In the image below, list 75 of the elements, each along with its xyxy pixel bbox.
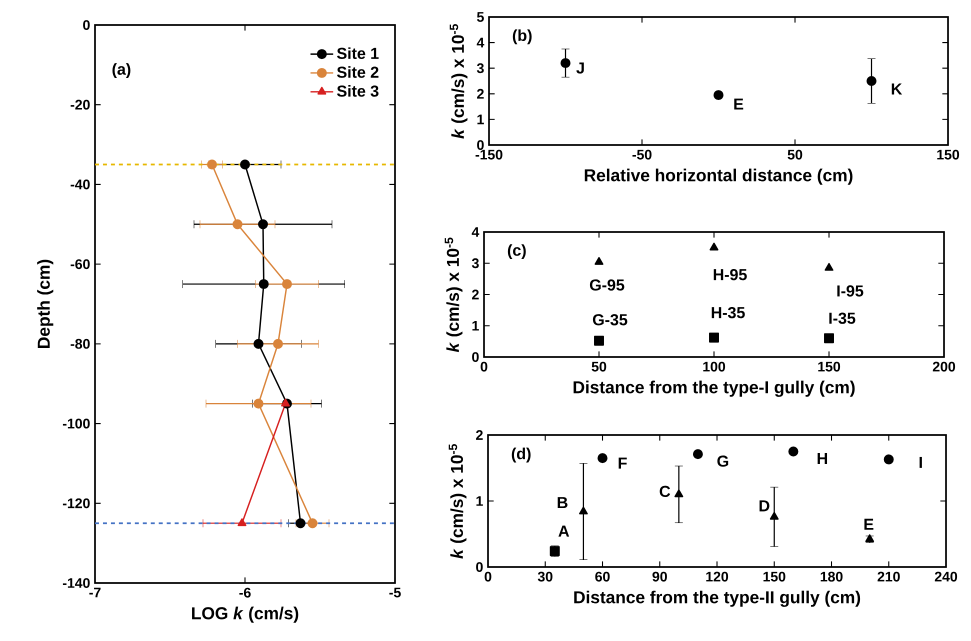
y-tick-label: 2 [476, 430, 483, 440]
legend-label: Site 3 [337, 85, 379, 97]
annotation: (d) [512, 448, 531, 462]
y-tick-label: 0 [472, 352, 479, 362]
y-tick-label: -60 [70, 259, 90, 270]
x-tick-label: 120 [706, 572, 728, 582]
x-tick-label: -50 [632, 150, 652, 160]
annotation: (c) [508, 244, 526, 260]
y-tick-label: -140 [62, 578, 90, 588]
annotation: A [558, 526, 570, 537]
x-tick-label: 90 [652, 572, 667, 582]
annotation: E [734, 98, 744, 110]
y-tick-label: -40 [70, 179, 90, 190]
y-tick-label: 5 [476, 12, 484, 22]
x-tick-label: -150 [476, 150, 502, 160]
x-tick-label: 200 [932, 362, 956, 372]
annotation: K [892, 84, 902, 94]
y-tick-label: -120 [62, 498, 90, 508]
annotation: G [717, 456, 728, 467]
legend-label: Site 2 [337, 66, 378, 78]
x-axis-title: LOG k (cm/s) [192, 606, 298, 623]
y-tick-label: 3 [472, 258, 479, 268]
y-tick-label: 1 [472, 320, 479, 331]
x-tick-label: 150 [764, 572, 786, 582]
y-tick-label: -20 [70, 100, 90, 110]
y-tick-label: -100 [62, 418, 90, 429]
y-axis-title: k (cm/s) x 10$^{-5}$ [444, 238, 462, 352]
annotation: I-95 [837, 285, 864, 297]
annotation: B [558, 497, 568, 508]
y-tick-label: 0 [476, 562, 483, 572]
annotation: H-35 [712, 306, 745, 318]
x-tick-label: 180 [820, 572, 843, 582]
x-tick-label: 0 [484, 572, 492, 582]
annotation: E [864, 518, 874, 530]
annotation: I [920, 456, 922, 468]
y-tick-label: 2 [477, 88, 484, 99]
annotation: F [618, 458, 627, 469]
y-tick-label: 2 [472, 290, 479, 300]
x-axis-title: Distance from the type-I gully (cm) [574, 380, 855, 397]
annotation: J [576, 62, 584, 74]
y-tick-label: 4 [472, 227, 480, 237]
x-tick-label: 60 [595, 572, 610, 582]
x-tick-label: -7 [89, 588, 101, 598]
x-axis-title: Distance from the type-II gully (cm) [574, 590, 860, 607]
x-axis-title: Relative horizontal distance (cm) [584, 168, 852, 185]
annotation: C [660, 486, 670, 498]
annotation: G-95 [590, 279, 624, 291]
y-tick-label: 1 [476, 496, 483, 506]
legend-label: Site 1 [337, 47, 379, 60]
y-tick-label: -80 [70, 338, 90, 349]
x-tick-label: -6 [239, 588, 251, 598]
y-tick-label: 3 [476, 63, 484, 74]
annotation: H-95 [714, 268, 747, 280]
y-tick-label: 4 [476, 38, 484, 48]
y-axis-title: k (cm/s) x 10$^{-5}$ [450, 24, 468, 139]
x-tick-label: 240 [934, 572, 958, 582]
y-axis-title: Depth (cm) [37, 260, 54, 348]
x-tick-label: 210 [878, 572, 900, 582]
annotation: D [760, 500, 770, 512]
x-tick-label: 100 [703, 362, 726, 372]
x-tick-label: -5 [389, 588, 401, 598]
x-tick-label: 50 [592, 362, 606, 372]
annotation: (a) [112, 63, 130, 78]
y-tick-label: 0 [477, 140, 484, 150]
x-tick-label: 50 [788, 150, 802, 160]
y-tick-label: 0 [83, 20, 90, 30]
annotation: I-35 [829, 312, 856, 324]
x-tick-label: 150 [937, 150, 960, 160]
y-tick-label: 1 [477, 114, 484, 124]
annotation: H [818, 453, 828, 464]
x-tick-label: 30 [538, 572, 552, 582]
annotation: G-35 [592, 314, 628, 326]
x-tick-label: 150 [818, 362, 840, 372]
annotation: (b) [512, 29, 532, 44]
y-axis-title: k (cm/s) x 10$^{-5}$ [448, 444, 466, 559]
